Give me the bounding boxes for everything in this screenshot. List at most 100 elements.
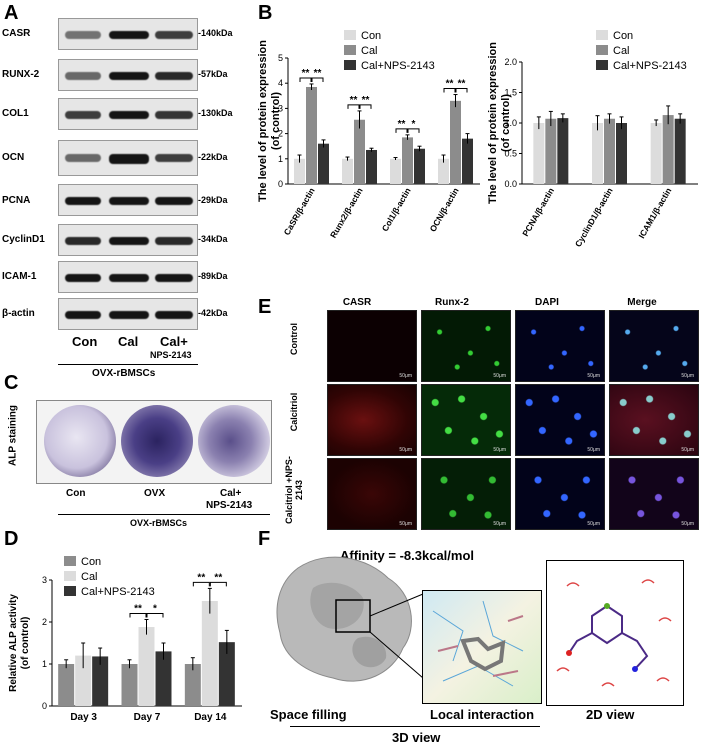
legend-swatch bbox=[596, 45, 608, 55]
divider bbox=[58, 364, 198, 365]
row-title: Calcitriol bbox=[289, 392, 299, 432]
y-tick-label: 1.5 bbox=[504, 88, 517, 98]
y-axis-label-line: (of control) bbox=[500, 94, 512, 152]
significance-mark: ** bbox=[197, 572, 205, 583]
bar bbox=[121, 664, 138, 706]
significance-mark: ** bbox=[458, 79, 466, 90]
micrograph-control-casr: 50μm bbox=[327, 310, 417, 382]
row-title: Calcitriol +NPS-2143 bbox=[284, 456, 304, 524]
bar bbox=[218, 642, 235, 706]
blot-strip bbox=[58, 224, 198, 256]
y-axis-label-line: The level of protein expression bbox=[488, 42, 499, 204]
x-tick-label: Day 14 bbox=[194, 712, 227, 723]
bar bbox=[402, 137, 413, 184]
column-title: DAPI bbox=[535, 297, 559, 308]
kda-label: -140kDa bbox=[198, 28, 233, 38]
x-tick-label: Day 7 bbox=[134, 712, 161, 723]
bar bbox=[92, 656, 109, 706]
blot-label: OCN bbox=[2, 152, 25, 163]
micrograph-calcitriol-merge: 50μm bbox=[609, 384, 699, 456]
legend-swatch bbox=[344, 45, 356, 55]
bar bbox=[294, 158, 305, 184]
bar bbox=[438, 158, 449, 184]
x-tick-label: PCNA/β-actin bbox=[520, 186, 556, 238]
view-label: Space filling bbox=[270, 707, 347, 722]
y-tick-label: 5 bbox=[278, 53, 283, 63]
bar bbox=[318, 143, 329, 184]
chart-alp-activity: Relative ALP activity(of control) 0 1 2 3 Day… bbox=[8, 556, 242, 723]
bar bbox=[592, 123, 603, 184]
kda-label: -22kDa bbox=[198, 152, 228, 162]
blot-label: β-actin bbox=[2, 308, 35, 319]
legend-swatch bbox=[596, 30, 608, 40]
x-tick-label: Runx2/β-actin bbox=[328, 186, 365, 240]
blot-strip bbox=[58, 18, 198, 50]
bar bbox=[138, 627, 155, 706]
significance-bracket bbox=[192, 581, 210, 587]
micrograph-control-runx2: 50μm bbox=[421, 310, 511, 382]
y-tick-label: 2 bbox=[42, 617, 47, 627]
kda-label: -89kDa bbox=[198, 271, 228, 281]
blot-label: RUNX-2 bbox=[2, 69, 40, 80]
panel-letter-f: F bbox=[258, 528, 271, 550]
bar bbox=[533, 123, 545, 184]
y-tick-label: 1 bbox=[278, 154, 283, 164]
significance-bracket bbox=[455, 88, 468, 93]
legend-label: Cal+NPS-2143 bbox=[361, 60, 435, 72]
legend-label: Con bbox=[613, 30, 633, 42]
legend-swatch bbox=[344, 30, 356, 40]
legend-label: Cal bbox=[361, 45, 378, 57]
micrograph-nps-dapi: 50μm bbox=[515, 458, 605, 530]
x-tick-label: CyclinD1/β-actin bbox=[573, 186, 615, 249]
y-tick-label: 3 bbox=[278, 103, 283, 113]
blot-label: COL1 bbox=[2, 108, 29, 119]
significance-mark: ** bbox=[134, 603, 142, 614]
panel-letter-b: B bbox=[258, 2, 273, 24]
panel-letter-e: E bbox=[258, 296, 272, 318]
bar bbox=[58, 664, 75, 706]
significance-mark: ** bbox=[314, 68, 322, 79]
blot-strip bbox=[58, 98, 198, 130]
legend-swatch bbox=[64, 571, 76, 581]
y-axis-label: The level of protein expression(of contr… bbox=[488, 42, 512, 204]
bar bbox=[674, 118, 686, 184]
legend-label: Con bbox=[81, 556, 101, 568]
x-tick-label: ICAM1/β-actin bbox=[636, 186, 673, 240]
panel-letter-a: A bbox=[4, 2, 19, 24]
bar bbox=[414, 148, 425, 184]
lane-label: NPS-2143 bbox=[150, 350, 192, 360]
bar bbox=[390, 158, 401, 184]
bar bbox=[545, 118, 557, 184]
bar bbox=[604, 118, 615, 184]
dish-label: Con bbox=[66, 488, 86, 499]
legend-swatch bbox=[344, 60, 356, 70]
dish-cal-nps bbox=[198, 405, 270, 477]
kda-label: -29kDa bbox=[198, 195, 228, 205]
legend-label: Con bbox=[361, 30, 381, 42]
significance-bracket bbox=[407, 128, 420, 133]
y-tick-label: 1 bbox=[42, 659, 47, 669]
significance-bracket bbox=[395, 128, 408, 133]
significance-mark: ** bbox=[350, 95, 358, 106]
divider bbox=[58, 514, 270, 515]
significance-mark: ** bbox=[362, 95, 370, 106]
significance-bracket bbox=[359, 104, 372, 109]
y-axis-label-line: (of control) bbox=[20, 617, 31, 670]
significance-mark: ** bbox=[398, 119, 406, 130]
bar bbox=[342, 158, 353, 184]
dish-label: OVX bbox=[144, 488, 166, 499]
x-tick-label: Col1/β-actin bbox=[380, 186, 413, 233]
micrograph-calcitriol-runx2: 50μm bbox=[421, 384, 511, 456]
legend-swatch bbox=[64, 586, 76, 596]
chart-protein-expression-osteogenic: The level of protein expression(of contr… bbox=[258, 30, 480, 240]
blot-label: CyclinD1 bbox=[2, 234, 45, 245]
bar bbox=[650, 123, 662, 184]
blot-label: CASR bbox=[2, 28, 31, 39]
bar bbox=[662, 115, 674, 184]
blot-label: PCNA bbox=[2, 195, 31, 206]
significance-mark: ** bbox=[302, 68, 310, 79]
blot-strip bbox=[58, 140, 198, 176]
divider bbox=[290, 726, 540, 727]
view-label: 2D view bbox=[586, 707, 635, 722]
y-axis-label-line: Relative ALP activity bbox=[8, 594, 19, 692]
